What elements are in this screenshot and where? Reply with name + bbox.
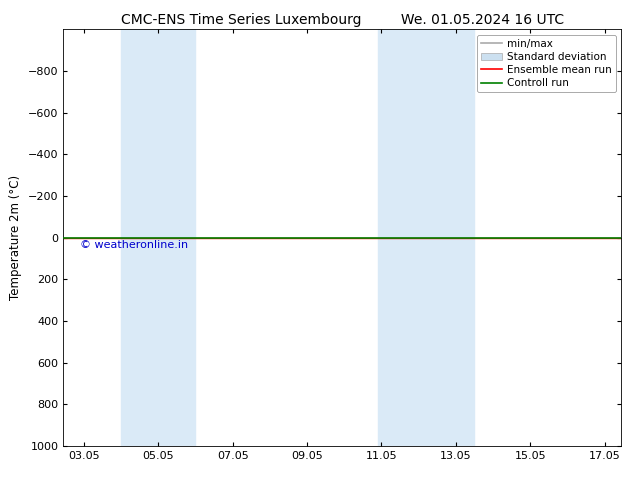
Text: © weatheronline.in: © weatheronline.in [80,240,188,250]
Legend: min/max, Standard deviation, Ensemble mean run, Controll run: min/max, Standard deviation, Ensemble me… [477,35,616,92]
Bar [121,29,195,446]
Y-axis label: Temperature 2m (°C): Temperature 2m (°C) [10,175,22,300]
Title: CMC-ENS Time Series Luxembourg         We. 01.05.2024 16 UTC: CMC-ENS Time Series Luxembourg We. 01.05… [121,13,564,27]
Bar [378,29,474,446]
